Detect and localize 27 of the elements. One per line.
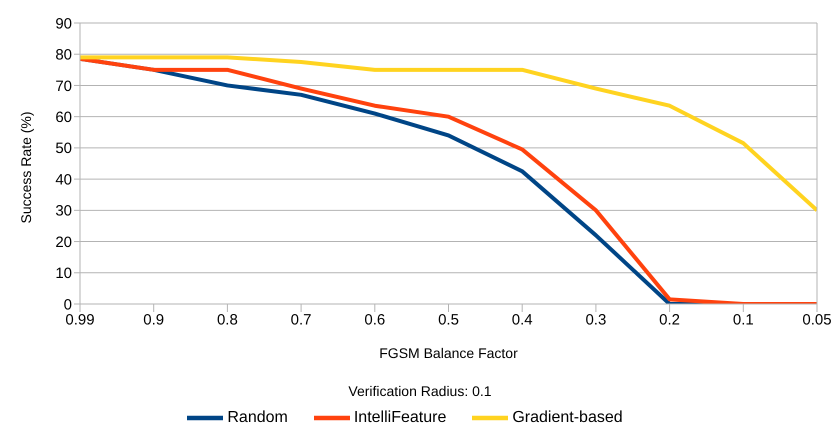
y-tick-label: 60 xyxy=(55,108,72,126)
y-tick-label: 80 xyxy=(55,46,72,64)
y-axis-title: Success Rate (%) xyxy=(18,111,34,224)
y-tick-label: 40 xyxy=(55,171,72,188)
y-tick-label: 30 xyxy=(55,202,72,220)
legend-label: Random xyxy=(227,409,288,426)
x-tick-label: 0.6 xyxy=(364,312,386,329)
x-tick-label: 0.3 xyxy=(585,312,606,329)
x-tick-label: 0.05 xyxy=(802,312,832,329)
x-tick-label: 0.4 xyxy=(512,312,533,329)
x-tick-label: 0.7 xyxy=(290,312,312,329)
x-tick-label: 0.5 xyxy=(438,312,459,329)
y-tick-label: 50 xyxy=(55,140,72,158)
y-tick-label: 90 xyxy=(55,15,72,32)
x-tick-label: 0.1 xyxy=(732,312,754,329)
x-axis-title: FGSM Balance Factor xyxy=(379,345,518,361)
x-tick-label: 0.99 xyxy=(65,312,95,329)
y-tick-label: 0 xyxy=(64,296,72,314)
legend-label: Gradient-based xyxy=(512,409,623,426)
y-tick-label: 70 xyxy=(55,78,72,95)
y-tick-label: 10 xyxy=(55,265,72,282)
y-tick-label: 20 xyxy=(55,234,72,251)
x-tick-label: 0.8 xyxy=(216,312,238,329)
legend-label: IntelliFeature xyxy=(354,409,446,426)
text: Verification Radius: 0.1 xyxy=(347,383,493,399)
x-tick-label: 0.2 xyxy=(659,312,680,329)
x-tick-label: 0.9 xyxy=(143,312,164,329)
